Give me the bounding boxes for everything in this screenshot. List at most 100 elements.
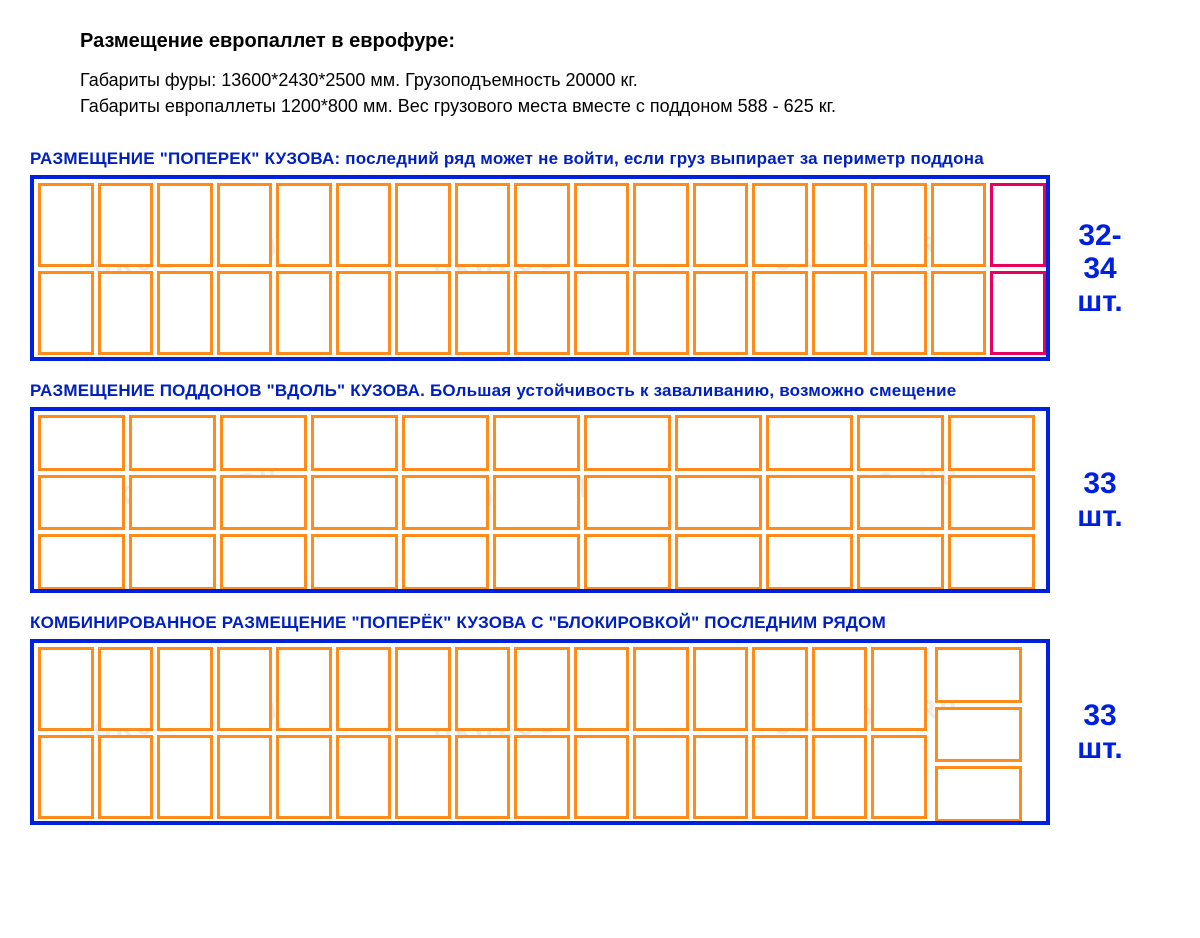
scheme-row: OKOLOG.RUOKOLOG.RUOKOLOG.RU33шт. xyxy=(30,639,1170,825)
pallet xyxy=(276,271,332,355)
pallet xyxy=(276,735,332,819)
scheme-title: РАЗМЕЩЕНИЕ "ПОПЕРЕК" КУЗОВА: последний р… xyxy=(30,149,1170,169)
pallet xyxy=(38,183,94,267)
pallet xyxy=(931,271,987,355)
scheme-count: 33шт. xyxy=(1064,699,1136,765)
pallet xyxy=(857,475,944,531)
count-mid: 33 xyxy=(1064,467,1136,500)
pallet xyxy=(38,534,125,590)
truck-body: OKOLOG.RUOKOLOG.RUOKOLOG.RU xyxy=(30,175,1050,361)
pallet-side xyxy=(935,647,1022,703)
scheme-row: OKOLOG.RUOKOLOG.RUOKOLOG.RU33шт. xyxy=(30,407,1170,593)
pallet xyxy=(157,735,213,819)
pallet xyxy=(98,271,154,355)
pallet xyxy=(693,735,749,819)
pallet xyxy=(311,475,398,531)
pallet xyxy=(455,183,511,267)
pallet xyxy=(395,271,451,355)
pallet xyxy=(584,415,671,471)
pallet xyxy=(129,475,216,531)
pallet xyxy=(157,271,213,355)
spec-line-2: Габариты европаллеты 1200*800 мм. Вес гр… xyxy=(80,93,1170,119)
pallet xyxy=(455,647,511,731)
pallet xyxy=(38,415,125,471)
pallet xyxy=(402,534,489,590)
pallet xyxy=(38,647,94,731)
pallet xyxy=(402,415,489,471)
pallet xyxy=(931,183,987,267)
pallet xyxy=(990,183,1046,267)
pallet xyxy=(948,475,1035,531)
pallet xyxy=(514,271,570,355)
pallet xyxy=(311,415,398,471)
header: Размещение европаллет в еврофуре: Габари… xyxy=(80,30,1170,119)
count-unit: шт. xyxy=(1064,500,1136,533)
pallet xyxy=(693,647,749,731)
pallet xyxy=(766,534,853,590)
pallet xyxy=(752,735,808,819)
count-unit: шт. xyxy=(1064,732,1136,765)
pallet xyxy=(574,183,630,267)
pallet xyxy=(336,183,392,267)
schemes-container: РАЗМЕЩЕНИЕ "ПОПЕРЕК" КУЗОВА: последний р… xyxy=(30,149,1170,825)
scheme-2: КОМБИНИРОВАННОЕ РАЗМЕЩЕНИЕ "ПОПЕРЁК" КУЗ… xyxy=(30,613,1170,825)
pallet xyxy=(693,271,749,355)
pallet xyxy=(633,647,689,731)
pallet xyxy=(38,735,94,819)
pallet xyxy=(220,415,307,471)
count-unit: шт. xyxy=(1064,285,1136,318)
pallet xyxy=(311,534,398,590)
pallet xyxy=(276,183,332,267)
scheme-0: РАЗМЕЩЕНИЕ "ПОПЕРЕК" КУЗОВА: последний р… xyxy=(30,149,1170,361)
pallet xyxy=(217,271,273,355)
pallet xyxy=(871,271,927,355)
scheme-count: 33шт. xyxy=(1064,467,1136,533)
pallet xyxy=(584,475,671,531)
pallet xyxy=(857,534,944,590)
pallet xyxy=(493,534,580,590)
pallet xyxy=(217,735,273,819)
pallet xyxy=(276,647,332,731)
pallet xyxy=(948,415,1035,471)
pallet xyxy=(336,647,392,731)
pallet xyxy=(812,735,868,819)
count-top: 32- xyxy=(1064,219,1136,252)
pallet xyxy=(812,647,868,731)
pallet xyxy=(766,415,853,471)
pallet xyxy=(871,183,927,267)
pallet xyxy=(493,415,580,471)
pallet xyxy=(157,183,213,267)
pallet xyxy=(336,735,392,819)
pallet xyxy=(217,647,273,731)
pallet xyxy=(675,475,762,531)
truck-body: OKOLOG.RUOKOLOG.RUOKOLOG.RU xyxy=(30,407,1050,593)
pallet xyxy=(514,183,570,267)
pallet xyxy=(948,534,1035,590)
scheme-title: КОМБИНИРОВАННОЕ РАЗМЕЩЕНИЕ "ПОПЕРЁК" КУЗ… xyxy=(30,613,1170,633)
pallet xyxy=(129,415,216,471)
pallet xyxy=(220,475,307,531)
pallet-side xyxy=(935,766,1022,822)
pallet xyxy=(752,271,808,355)
pallet xyxy=(574,271,630,355)
pallet xyxy=(514,647,570,731)
pallet xyxy=(38,271,94,355)
pallet xyxy=(675,534,762,590)
scheme-1: РАЗМЕЩЕНИЕ ПОДДОНОВ "ВДОЛЬ" КУЗОВА. БОль… xyxy=(30,381,1170,593)
pallet xyxy=(752,183,808,267)
pallet xyxy=(217,183,273,267)
pallet xyxy=(633,271,689,355)
pallet xyxy=(98,647,154,731)
pallet xyxy=(220,534,307,590)
pallet xyxy=(871,647,927,731)
page-title: Размещение европаллет в еврофуре: xyxy=(80,30,1170,53)
count-mid: 33 xyxy=(1064,699,1136,732)
pallet xyxy=(157,647,213,731)
pallet xyxy=(395,183,451,267)
scheme-count: 32-34шт. xyxy=(1064,219,1136,318)
pallet xyxy=(812,183,868,267)
pallet xyxy=(752,647,808,731)
count-mid: 34 xyxy=(1064,252,1136,285)
scheme-row: OKOLOG.RUOKOLOG.RUOKOLOG.RU32-34шт. xyxy=(30,175,1170,361)
pallet xyxy=(693,183,749,267)
